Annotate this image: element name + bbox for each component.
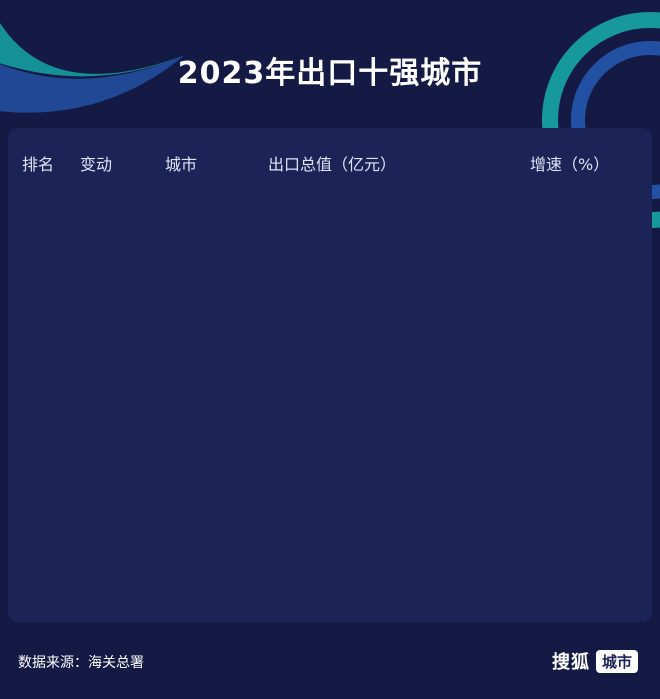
data-source: 数据来源：海关总署 [18, 655, 144, 671]
header-value: 出口总值（亿元） [268, 155, 397, 174]
table-panel [8, 128, 652, 622]
brand-name: 搜狐 [551, 652, 590, 673]
brand-tag: 城市 [595, 649, 638, 673]
top-left-arc-shadow [0, 55, 185, 113]
brand-logo: 搜狐 城市 [552, 648, 638, 674]
page-title: 2023年出口十强城市 [177, 56, 483, 91]
header-rank: 排名 [22, 155, 55, 174]
header-growth: 增速（%） [530, 155, 610, 174]
header-city: 城市 [165, 155, 198, 174]
header-change: 变动 [80, 155, 113, 174]
